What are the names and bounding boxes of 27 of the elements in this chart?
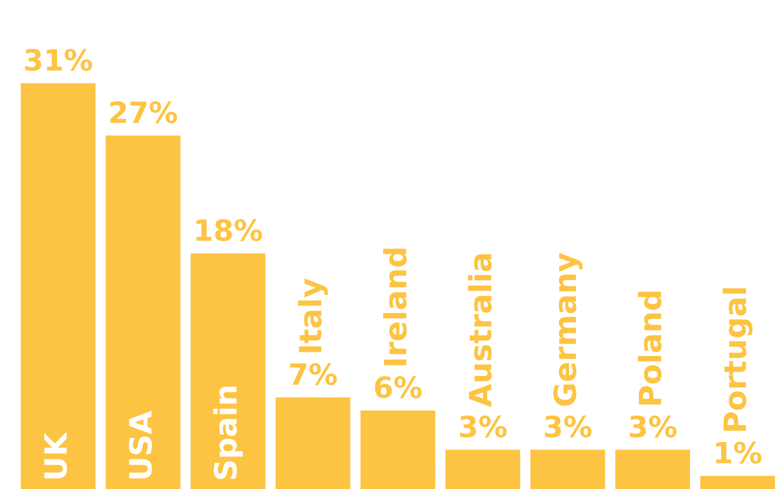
data-label: 27%: [110, 101, 178, 124]
data-label: 1%: [716, 442, 762, 464]
x-tick-label: Spain: [213, 386, 243, 479]
bar: [445, 450, 520, 489]
bar: [276, 397, 350, 489]
x-tick-label: UK: [44, 432, 68, 478]
x-tick-label: Portugal: [722, 288, 753, 431]
x-tick-label: Germany: [553, 252, 583, 406]
data-label: 7%: [290, 363, 337, 386]
data-label: 18%: [196, 219, 262, 242]
data-label: 3%: [544, 415, 592, 438]
data-label: 3%: [630, 415, 677, 438]
x-tick-label: USA: [128, 410, 152, 478]
x-tick-label: Italy: [298, 278, 328, 352]
x-tick-label: Poland: [638, 292, 662, 405]
bar: [106, 136, 180, 489]
bar: [20, 83, 96, 489]
data-label: 31%: [25, 48, 92, 71]
bar: [360, 410, 436, 489]
bar: [700, 476, 775, 489]
data-label: 6%: [374, 376, 422, 398]
data-label: 3%: [460, 415, 507, 438]
bar: [615, 450, 690, 489]
bar: [190, 253, 266, 489]
x-tick-label: Ireland: [383, 248, 407, 366]
bar: [530, 450, 606, 489]
x-tick-label: Australia: [468, 254, 492, 408]
